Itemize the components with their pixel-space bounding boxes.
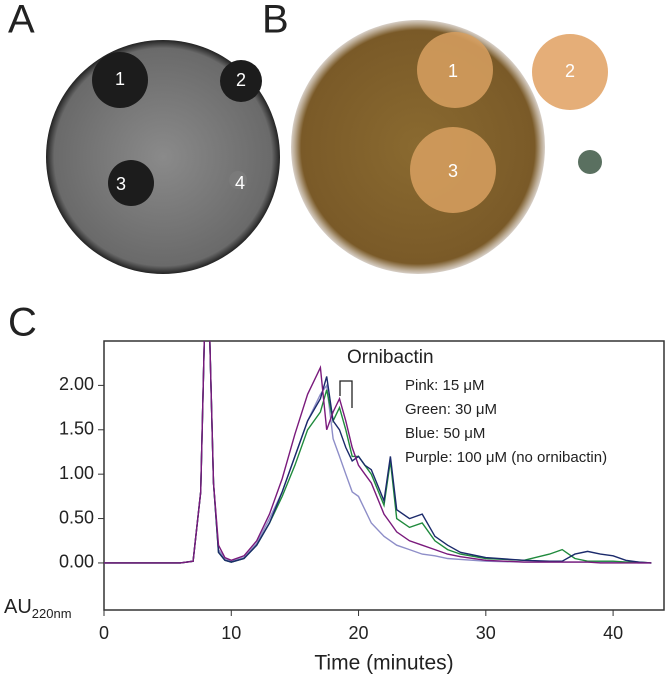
zone	[92, 52, 148, 108]
well-label: 3	[448, 161, 458, 181]
zone	[108, 160, 154, 206]
y-tick-label: 2.00	[59, 374, 94, 394]
zone	[220, 60, 262, 102]
plot-lines	[104, 341, 652, 564]
x-tick-label: 40	[603, 623, 623, 643]
legend-entry: Blue: 50 μM	[405, 425, 485, 442]
panel-label: C	[8, 301, 37, 345]
y-tick-label: 0.50	[59, 507, 94, 527]
legend-entry: Purple: 100 μM (no ornibactin)	[405, 449, 607, 466]
series-line	[104, 341, 652, 564]
zone	[578, 150, 602, 174]
well-label: 4	[235, 173, 245, 193]
series-line	[104, 341, 652, 564]
y-axis-title-sub: 220nm	[32, 606, 72, 621]
halo	[410, 127, 496, 213]
annotation: Ornibactin	[347, 347, 434, 368]
halo	[532, 34, 608, 110]
well-label: 2	[236, 70, 246, 90]
legend-entry: Green: 30 μM	[405, 401, 497, 418]
y-tick-label: 1.00	[59, 463, 94, 483]
y-axis-title-main: AU	[4, 596, 32, 618]
well-label: 1	[115, 69, 125, 89]
halo	[417, 32, 493, 108]
x-tick-label: 10	[221, 623, 241, 643]
y-axis-title: AU220nm	[4, 596, 72, 621]
plot-frame	[103, 340, 665, 611]
panel-label: B	[262, 0, 289, 42]
series-line	[104, 341, 652, 564]
x-axis-title: Time (minutes)	[314, 652, 453, 675]
y-tick-label: 1.50	[59, 419, 94, 439]
well-label: 4	[565, 161, 575, 181]
well-label: 2	[565, 61, 575, 81]
legend-entry: Pink: 15 μM	[405, 377, 485, 394]
well-label: 1	[448, 61, 458, 81]
well-label: 3	[116, 174, 126, 194]
bracket	[339, 380, 353, 408]
x-tick-label: 20	[349, 623, 369, 643]
zone	[229, 171, 247, 189]
panel-label: A	[8, 0, 35, 42]
x-tick-label: 30	[476, 623, 496, 643]
y-tick-label: 0.00	[59, 552, 94, 572]
x-tick-label: 0	[99, 623, 109, 643]
series-line	[104, 341, 652, 564]
